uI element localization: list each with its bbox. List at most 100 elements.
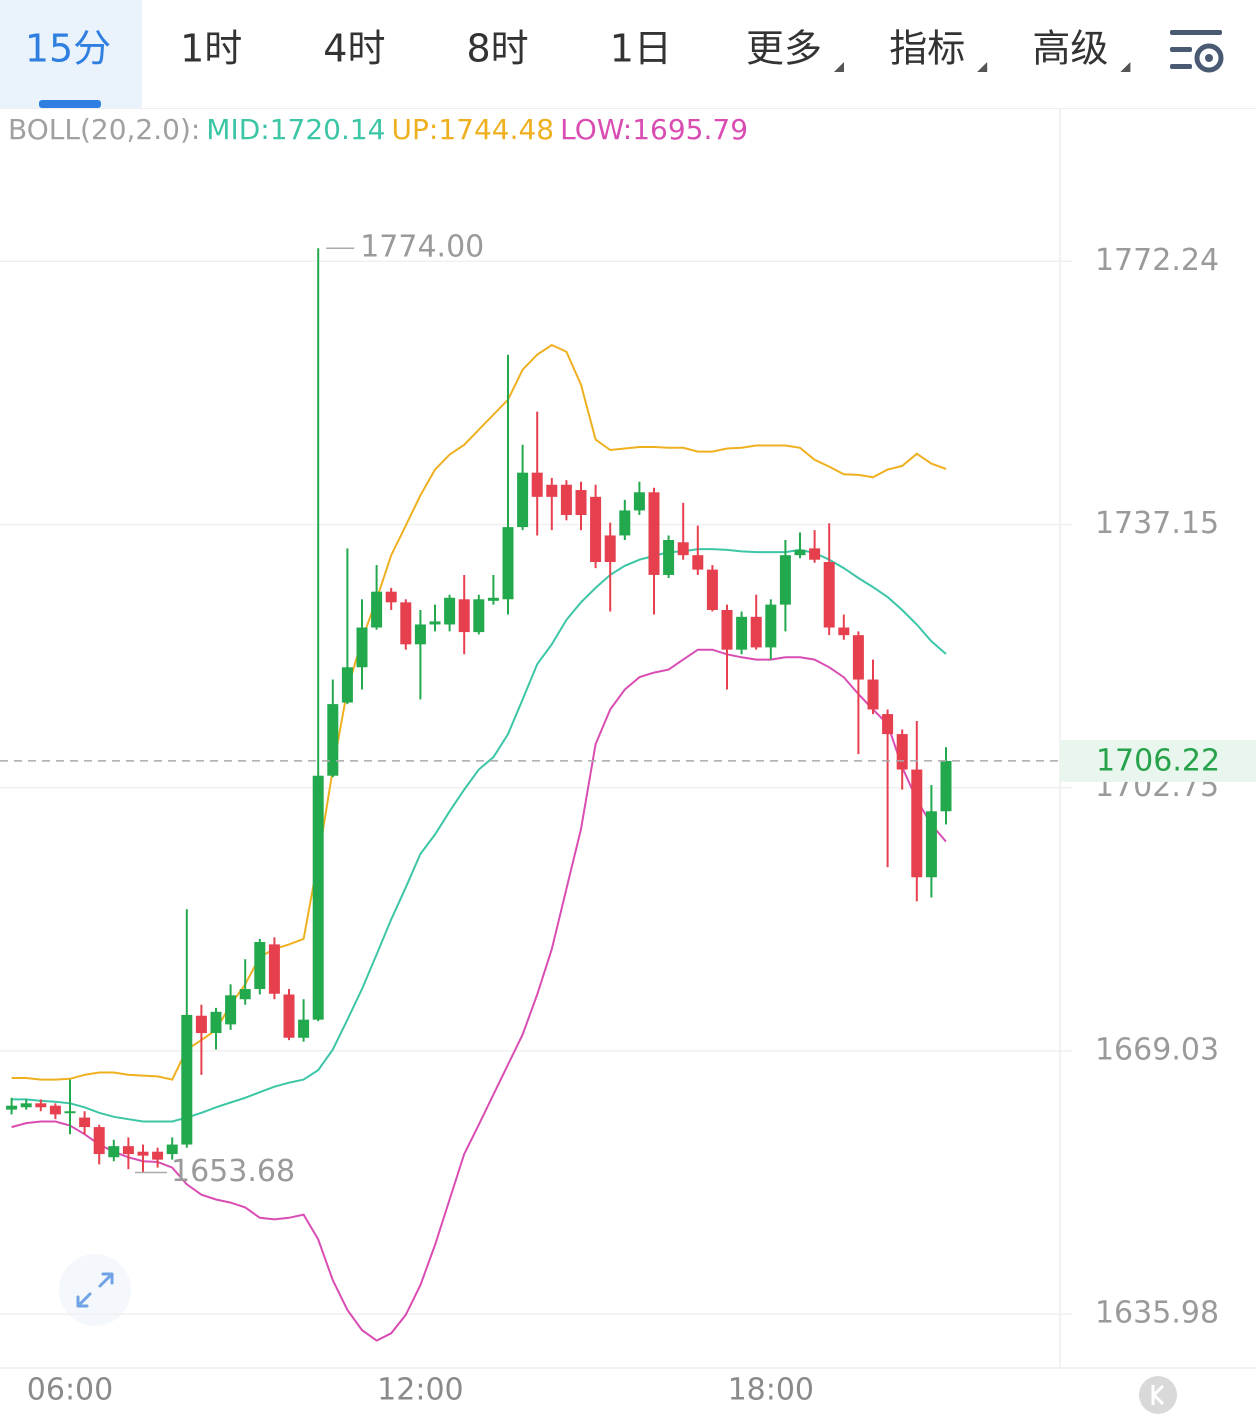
candle-body <box>254 942 266 990</box>
candle-body <box>356 627 368 668</box>
icon-bar <box>1170 30 1222 35</box>
settings-icon[interactable] <box>1170 30 1224 73</box>
candle-body <box>502 527 514 600</box>
toggle-glyph <box>1151 1384 1165 1406</box>
boll-line <box>11 343 947 1081</box>
tab[interactable]: 1日 <box>610 27 672 71</box>
candle-body <box>706 569 718 610</box>
candle-body <box>765 604 777 648</box>
tab-label: 指标 <box>889 27 965 71</box>
candle-body <box>385 591 397 603</box>
icon-gear <box>1194 43 1224 73</box>
expand-button[interactable] <box>59 1254 131 1326</box>
boll-line <box>11 648 947 1342</box>
candle-body <box>794 549 806 556</box>
tab-label: 高级 <box>1032 27 1108 71</box>
x-tick-label: 06:00 <box>27 1373 113 1408</box>
legend-entry: LOW:1695.79 <box>560 113 748 146</box>
candle-body <box>152 1151 164 1160</box>
candle-body <box>64 1111 76 1114</box>
candle-body <box>49 1105 61 1115</box>
candle-body <box>531 472 543 497</box>
candle-body <box>487 597 499 601</box>
candle-body <box>312 775 324 1020</box>
toggle-circle <box>1139 1376 1177 1414</box>
candle-body <box>268 944 280 994</box>
candle-body <box>575 490 587 515</box>
candle-body <box>896 734 908 770</box>
x-tick-label: 18:00 <box>728 1373 814 1408</box>
legend-entry: UP:1744.48 <box>392 113 555 146</box>
tab[interactable]: 指标 <box>889 27 988 73</box>
candle-body <box>940 760 952 812</box>
candle-body <box>619 510 631 536</box>
candle-body <box>210 1011 222 1034</box>
y-tick-label: 1737.15 <box>1095 506 1219 541</box>
tab-label: 1时 <box>180 27 242 71</box>
tab-label: 1日 <box>610 27 672 71</box>
icon-gear-center <box>1205 54 1213 62</box>
candle-body <box>239 989 251 1000</box>
last-price-tag <box>1060 739 1256 782</box>
candle-body <box>473 599 485 633</box>
candle-body <box>108 1146 120 1158</box>
x-tick-label: 12:00 <box>377 1373 463 1408</box>
candle-body <box>838 627 850 636</box>
candle-body <box>590 496 602 563</box>
tab-label: 4时 <box>323 27 385 71</box>
dropdown-caret <box>977 62 988 72</box>
candle-body <box>283 994 295 1038</box>
dropdown-caret <box>1120 62 1131 72</box>
candle-body <box>93 1127 105 1155</box>
tab-label: 更多 <box>746 27 822 71</box>
kline-toggle[interactable] <box>1139 1376 1177 1414</box>
tab[interactable]: 4时 <box>323 27 385 71</box>
candle-body <box>692 555 704 570</box>
candle-body <box>166 1144 178 1155</box>
candle-body <box>414 624 426 645</box>
tab[interactable]: 8时 <box>467 27 529 71</box>
icon-bar <box>1170 47 1192 52</box>
candle-body <box>341 667 353 703</box>
tab[interactable]: 15分 <box>0 0 142 108</box>
tab[interactable]: 高级 <box>1032 27 1131 73</box>
last-price-label: 1706.22 <box>1096 743 1220 778</box>
candle-body <box>400 602 412 645</box>
candle-body <box>852 635 864 680</box>
tab-label: 15分 <box>25 27 111 71</box>
indicator-legend: BOLL(20,2.0): MID:1720.14 UP:1744.48 LOW:16… <box>8 113 748 146</box>
y-tick-label: 1669.03 <box>1095 1032 1219 1067</box>
candle-body <box>736 616 748 650</box>
expand-circle <box>59 1254 131 1326</box>
candle-body <box>517 472 529 528</box>
y-tick-label: 1772.24 <box>1095 243 1219 278</box>
candle-body <box>633 492 645 511</box>
y-tick-label: 1635.98 <box>1095 1296 1219 1331</box>
tab-indicator <box>39 100 101 108</box>
boll-line <box>11 548 947 1123</box>
candle-body <box>882 714 894 735</box>
max-label: 1774.00 <box>360 230 484 265</box>
candle-body <box>327 704 339 776</box>
tab[interactable]: 更多 <box>746 27 844 73</box>
candle-body <box>6 1105 18 1110</box>
candle-body <box>560 484 572 515</box>
candle-body <box>809 548 821 560</box>
candle-body <box>20 1103 32 1108</box>
candle-body <box>429 621 441 625</box>
candle-body <box>181 1014 193 1145</box>
candle-body <box>721 609 733 650</box>
candle-body <box>35 1103 47 1108</box>
tab-label: 8时 <box>467 27 529 71</box>
tab[interactable]: 1时 <box>180 27 242 71</box>
candle-body <box>225 995 237 1025</box>
candle-body <box>648 492 660 575</box>
candle-body <box>458 599 470 633</box>
legend-entry: MID:1720.14 <box>206 113 385 146</box>
candle-body <box>750 616 762 648</box>
candle-body <box>195 1015 207 1034</box>
candle-body <box>663 540 675 575</box>
indicator-label: BOLL(20,2.0): <box>8 113 200 146</box>
